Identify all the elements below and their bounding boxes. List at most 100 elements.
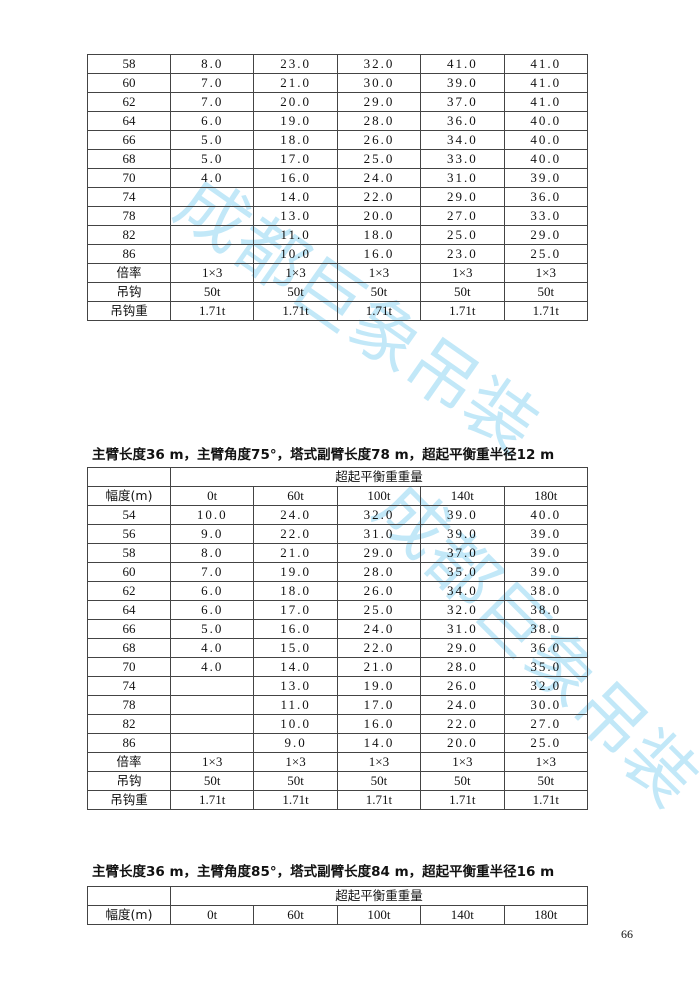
table-row: 70 4.0 16.0 24.0 31.0 39.0 bbox=[87, 168, 589, 188]
row-label: 吊钩 bbox=[87, 282, 171, 302]
table-cell: 4.0 bbox=[169, 168, 255, 188]
table-cell: 36.0 bbox=[503, 187, 589, 207]
table-cell: 10.0 bbox=[253, 244, 338, 264]
table-cell: 26.0 bbox=[336, 581, 422, 601]
table-cell: 36.0 bbox=[420, 111, 505, 131]
table-cell: 18.0 bbox=[253, 130, 338, 150]
table-cell: 39.0 bbox=[503, 543, 589, 563]
table-cell: 20.0 bbox=[336, 206, 422, 226]
table-cell: 35.0 bbox=[420, 562, 505, 582]
table-cell: 38.0 bbox=[503, 581, 589, 601]
empty-cell bbox=[87, 467, 171, 487]
table-row: 60 7.0 21.0 30.0 39.0 41.0 bbox=[87, 73, 589, 93]
table-cell bbox=[169, 244, 255, 264]
table-cell: 50t bbox=[253, 282, 338, 302]
table-cell: 1×3 bbox=[253, 263, 338, 283]
table-cell: 1×3 bbox=[420, 752, 505, 772]
table-cell: 24.0 bbox=[336, 168, 422, 188]
table-cell: 4.0 bbox=[169, 638, 255, 658]
table-cell: 41.0 bbox=[503, 54, 589, 74]
row-label: 70 bbox=[87, 657, 171, 677]
table-row: 倍率 1×3 1×3 1×3 1×3 1×3 bbox=[87, 752, 589, 772]
row-label: 66 bbox=[87, 619, 171, 639]
table-cell bbox=[169, 225, 255, 245]
group-header: 超起平衡重重量 bbox=[170, 886, 588, 906]
table-cell: 21.0 bbox=[253, 543, 338, 563]
table-cell: 29.0 bbox=[503, 225, 589, 245]
table-cell: 22.0 bbox=[420, 714, 505, 734]
table-cell: 16.0 bbox=[336, 244, 422, 264]
table-cell: 1.71t bbox=[253, 790, 338, 810]
row-label: 58 bbox=[87, 54, 171, 74]
table-cell: 6.0 bbox=[169, 600, 255, 620]
table-cell: 29.0 bbox=[336, 92, 422, 112]
table-cell: 1.71t bbox=[420, 301, 505, 321]
column-header: 140t bbox=[420, 905, 505, 925]
row-label: 78 bbox=[87, 206, 171, 226]
table-cell: 32.0 bbox=[336, 505, 422, 525]
table-cell: 39.0 bbox=[503, 562, 589, 582]
table-cell: 16.0 bbox=[336, 714, 422, 734]
table-cell: 37.0 bbox=[420, 92, 505, 112]
column-header: 60t bbox=[253, 486, 338, 506]
table-cell: 1.71t bbox=[336, 301, 422, 321]
table-cell: 35.0 bbox=[503, 657, 589, 677]
table-cell bbox=[169, 695, 255, 715]
row-label: 60 bbox=[87, 73, 171, 93]
table-cell: 1×3 bbox=[336, 263, 422, 283]
table-cell: 29.0 bbox=[420, 187, 505, 207]
table-cell: 41.0 bbox=[503, 92, 589, 112]
table-row: 68 4.0 15.0 22.0 29.0 36.0 bbox=[87, 638, 589, 658]
column-header: 60t bbox=[253, 905, 338, 925]
table-cell: 18.0 bbox=[253, 581, 338, 601]
table-cell: 6.0 bbox=[169, 581, 255, 601]
column-header: 0t bbox=[169, 486, 255, 506]
table-cell: 1×3 bbox=[169, 263, 255, 283]
table-row: 吊钩重 1.71t 1.71t 1.71t 1.71t 1.71t bbox=[87, 790, 589, 810]
table-cell: 25.0 bbox=[503, 244, 589, 264]
row-label: 68 bbox=[87, 149, 171, 169]
table-cell: 14.0 bbox=[253, 657, 338, 677]
table-row: 86 10.0 16.0 23.0 25.0 bbox=[87, 244, 589, 264]
table-cell: 31.0 bbox=[420, 168, 505, 188]
row-label: 82 bbox=[87, 225, 171, 245]
table-cell: 40.0 bbox=[503, 130, 589, 150]
table-row: 74 13.0 19.0 26.0 32.0 bbox=[87, 676, 589, 696]
row-label: 78 bbox=[87, 695, 171, 715]
table-cell: 7.0 bbox=[169, 73, 255, 93]
table-cell: 11.0 bbox=[253, 695, 338, 715]
column-header: 100t bbox=[336, 905, 422, 925]
table-cell: 37.0 bbox=[420, 543, 505, 563]
table-cell: 17.0 bbox=[336, 695, 422, 715]
table-row: 82 10.0 16.0 22.0 27.0 bbox=[87, 714, 589, 734]
table-row: 64 6.0 19.0 28.0 36.0 40.0 bbox=[87, 111, 589, 131]
table-cell: 29.0 bbox=[420, 638, 505, 658]
table-cell: 50t bbox=[336, 771, 422, 791]
table-cell: 22.0 bbox=[253, 524, 338, 544]
table-cell: 31.0 bbox=[420, 619, 505, 639]
table-cell bbox=[169, 733, 255, 753]
table-cell: 5.0 bbox=[169, 619, 255, 639]
table-cell: 26.0 bbox=[336, 130, 422, 150]
table-cell: 19.0 bbox=[253, 562, 338, 582]
table-cell: 8.0 bbox=[169, 543, 255, 563]
table-cell: 25.0 bbox=[336, 600, 422, 620]
row-label: 86 bbox=[87, 733, 171, 753]
row-label: 64 bbox=[87, 600, 171, 620]
table-cell: 1.71t bbox=[336, 790, 422, 810]
column-header: 180t bbox=[503, 486, 589, 506]
table-cell: 1.71t bbox=[253, 301, 338, 321]
empty-cell bbox=[87, 886, 171, 906]
table-cell: 39.0 bbox=[420, 73, 505, 93]
table-cell: 50t bbox=[420, 771, 505, 791]
table-2-title: 主臂长度36 m，主臂角度75°，塔式副臂长度78 m，超起平衡重半径12 m bbox=[92, 447, 555, 463]
table-cell: 34.0 bbox=[420, 130, 505, 150]
table-row: 66 5.0 16.0 24.0 31.0 38.0 bbox=[87, 619, 589, 639]
table-cell: 40.0 bbox=[503, 505, 589, 525]
table-row: 吊钩 50t 50t 50t 50t 50t bbox=[87, 282, 589, 302]
row-label: 吊钩重 bbox=[87, 301, 171, 321]
table-row: 吊钩重 1.71t 1.71t 1.71t 1.71t 1.71t bbox=[87, 301, 589, 321]
table-cell: 1.71t bbox=[420, 790, 505, 810]
column-header: 0t bbox=[169, 905, 255, 925]
table-cell: 28.0 bbox=[336, 111, 422, 131]
